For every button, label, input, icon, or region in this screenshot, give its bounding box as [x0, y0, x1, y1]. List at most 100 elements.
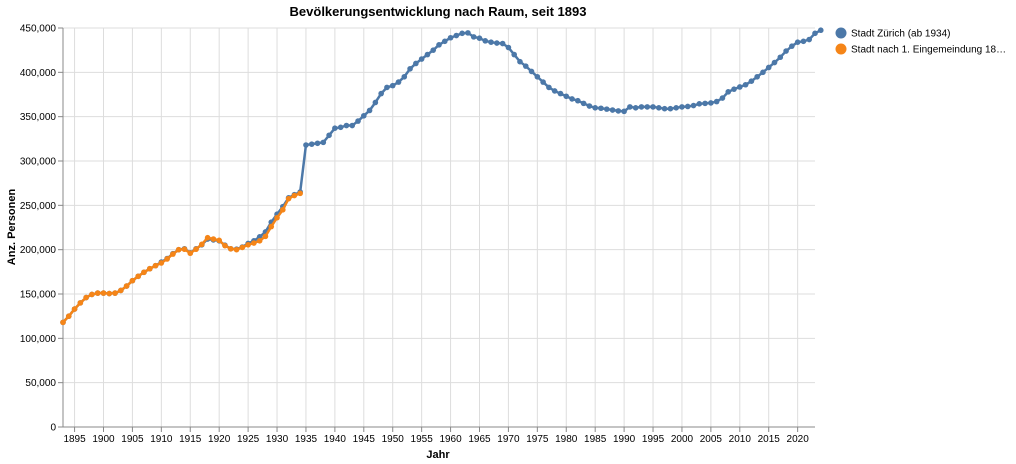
- data-point: [77, 300, 84, 306]
- x-tick-label: 1925: [237, 434, 260, 445]
- data-point: [719, 95, 726, 101]
- data-point: [748, 78, 755, 84]
- x-tick-label: 1975: [526, 434, 549, 445]
- data-point: [667, 105, 674, 112]
- y-tick-label: 350,000: [20, 112, 57, 123]
- data-point: [627, 104, 633, 110]
- data-point: [424, 51, 431, 58]
- data-point: [650, 104, 656, 110]
- data-point: [806, 36, 813, 43]
- data-point: [494, 40, 500, 46]
- y-tick-label: 150,000: [20, 290, 57, 301]
- data-point: [737, 84, 743, 90]
- data-point: [499, 40, 506, 47]
- data-point: [395, 79, 402, 85]
- x-tick-label: 2010: [729, 434, 752, 445]
- legend-label: Stadt nach 1. Eingemeindung 18…: [851, 45, 1006, 56]
- data-point: [407, 65, 413, 72]
- data-point: [800, 38, 807, 45]
- x-tick-label: 2000: [671, 434, 694, 445]
- y-tick-label: 250,000: [20, 201, 57, 212]
- data-point: [557, 90, 564, 97]
- data-point: [199, 241, 205, 248]
- data-point: [227, 245, 234, 252]
- data-point: [65, 313, 72, 319]
- x-tick-label: 1935: [295, 434, 318, 445]
- data-point: [528, 68, 535, 75]
- data-point: [112, 290, 118, 296]
- data-point: [349, 122, 356, 129]
- data-point: [106, 290, 113, 297]
- data-point: [575, 97, 581, 104]
- data-point: [71, 306, 78, 312]
- data-point: [308, 141, 315, 147]
- data-point: [326, 132, 332, 139]
- data-point: [725, 89, 732, 95]
- data-point: [656, 105, 662, 111]
- series-2: [60, 190, 303, 326]
- data-point: [378, 90, 384, 97]
- x-tick-label: 1900: [92, 434, 115, 445]
- data-point: [233, 246, 240, 253]
- data-point: [372, 99, 379, 106]
- data-point: [661, 105, 668, 112]
- data-point: [389, 82, 396, 89]
- data-point: [256, 238, 263, 244]
- data-point: [146, 265, 153, 272]
- data-point: [488, 39, 494, 45]
- data-point: [100, 290, 107, 296]
- data-point: [361, 112, 367, 119]
- data-point: [216, 237, 222, 244]
- data-point: [517, 58, 523, 65]
- data-point: [476, 35, 483, 41]
- data-point: [586, 103, 593, 109]
- x-axis-title: Jahr: [426, 449, 450, 461]
- data-point: [170, 251, 176, 257]
- data-point: [343, 122, 350, 129]
- data-point: [598, 105, 604, 112]
- data-point: [731, 86, 737, 92]
- x-tick-label: 1905: [121, 434, 144, 445]
- data-point: [580, 100, 587, 107]
- data-point: [251, 240, 257, 246]
- y-tick-label: 200,000: [20, 245, 57, 256]
- data-point: [274, 214, 280, 221]
- data-point: [760, 69, 766, 76]
- data-point: [83, 294, 89, 301]
- data-point: [204, 234, 211, 241]
- data-point: [482, 38, 489, 44]
- data-point: [453, 32, 460, 39]
- data-point: [164, 256, 170, 262]
- data-point: [812, 30, 818, 37]
- data-point: [644, 104, 651, 110]
- data-point: [135, 273, 141, 280]
- data-point: [713, 98, 720, 105]
- data-point: [94, 290, 101, 296]
- data-point: [465, 30, 471, 36]
- data-point: [684, 103, 691, 110]
- data-point: [175, 246, 182, 253]
- data-point: [297, 190, 303, 197]
- data-point: [638, 104, 645, 110]
- x-tick-label: 1920: [208, 434, 231, 445]
- x-tick-label: 2020: [787, 434, 810, 445]
- data-point: [152, 262, 159, 269]
- data-point: [546, 84, 552, 91]
- legend-symbol: [835, 27, 847, 39]
- x-tick-label: 1940: [324, 434, 347, 445]
- series-line: [62, 29, 822, 324]
- data-point: [441, 38, 448, 45]
- y-tick-label: 300,000: [20, 157, 57, 168]
- data-point: [563, 93, 570, 100]
- data-point: [401, 73, 408, 80]
- data-point: [332, 125, 338, 131]
- data-point: [118, 287, 124, 294]
- x-tick-label: 1980: [555, 434, 578, 445]
- y-tick-label: 100,000: [20, 334, 57, 345]
- data-point: [158, 260, 165, 266]
- data-point: [551, 88, 558, 94]
- data-point: [540, 79, 546, 85]
- y-tick-label: 400,000: [20, 68, 57, 79]
- x-tick-label: 2005: [700, 434, 723, 445]
- x-tick-label: 1965: [468, 434, 491, 445]
